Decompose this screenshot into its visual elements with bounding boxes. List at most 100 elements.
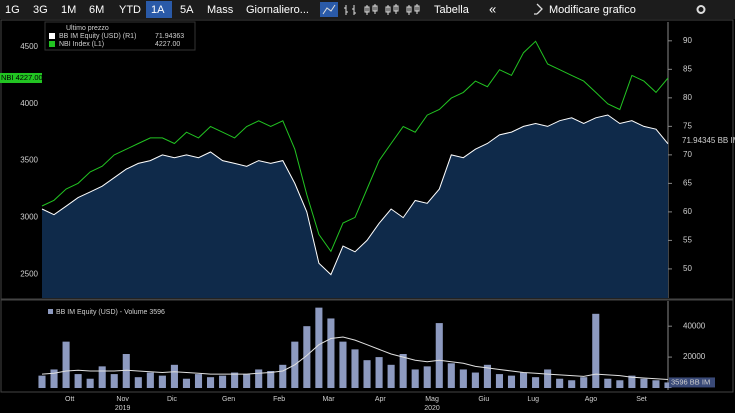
legend-entry: NBI Index (L1) — [59, 41, 104, 48]
volume-bar — [146, 372, 154, 388]
volume-bar — [98, 366, 106, 388]
volume-bar — [50, 369, 58, 388]
range-button[interactable]: 1M — [61, 4, 76, 16]
volume-bar — [351, 349, 359, 388]
legend-entry: BB IM Equity (USD) (R1) — [59, 33, 136, 40]
volume-bar — [279, 364, 287, 388]
y2-tick-label: 55 — [683, 236, 692, 245]
x-tick-label: Mag — [425, 396, 439, 403]
volume-bar — [339, 341, 347, 388]
volume-bar — [664, 382, 672, 388]
volume-bar — [375, 357, 383, 388]
volume-bar — [303, 326, 311, 388]
range-button[interactable]: Mass — [207, 4, 234, 16]
range-button[interactable]: Giornaliero... — [246, 4, 309, 16]
chart-type-icons — [320, 2, 706, 17]
y2-tick-label: 70 — [683, 150, 692, 159]
range-button[interactable]: 6M — [89, 4, 104, 16]
volume-bar — [604, 378, 612, 388]
legend-swatch — [49, 41, 55, 47]
volume-bar — [267, 371, 275, 388]
volume-bar — [652, 380, 660, 388]
volume-bar — [495, 374, 504, 388]
y2-tick-label: 65 — [683, 178, 692, 187]
legend-box — [44, 21, 196, 51]
volume-bar — [423, 366, 431, 388]
y2-tick-label: 50 — [683, 264, 692, 273]
volume-bar — [519, 372, 528, 388]
y-tick-label: 3500 — [20, 156, 38, 165]
range-button[interactable]: YTD — [119, 4, 141, 16]
legend-title: Ultimo prezzo — [66, 25, 109, 32]
volume-bar — [231, 372, 239, 388]
x-tick-label: Lug — [527, 396, 539, 403]
legend-value: 71.94363 — [155, 33, 184, 40]
x-year-label: 2019 — [115, 405, 131, 412]
y2-tick-label: 75 — [683, 121, 692, 130]
volume-bar — [399, 354, 407, 388]
range-button[interactable]: 1G — [5, 4, 20, 16]
volume-bar — [182, 378, 191, 388]
y-tick-label: 4500 — [20, 42, 38, 51]
last-value-tag: NBI 4227.00 — [1, 73, 43, 82]
volume-bar — [387, 364, 395, 388]
series-line — [41, 114, 669, 276]
volume-bar — [327, 318, 335, 388]
collapse-button[interactable]: « — [489, 1, 496, 16]
volume-bar — [134, 377, 142, 388]
x-tick-label: Dic — [167, 396, 178, 403]
volume-bar — [532, 377, 540, 388]
active-button-bg — [146, 1, 172, 18]
range-button[interactable]: 3G — [33, 4, 48, 16]
volume-bar — [435, 323, 443, 388]
range-button[interactable]: 1A — [151, 4, 165, 16]
volume-bar — [62, 341, 70, 388]
y-tick-label: 20000 — [683, 352, 706, 361]
volume-bar — [483, 364, 491, 388]
volume-bar — [206, 377, 215, 388]
volume-bar — [616, 380, 624, 388]
edit-chart-button[interactable]: Modificare grafico — [549, 4, 636, 16]
y2-tick-label: 90 — [683, 36, 692, 45]
y-tick-label: 4000 — [20, 99, 38, 108]
volume-bar — [219, 375, 227, 388]
legend-swatch — [48, 309, 53, 314]
volume-bar — [544, 369, 552, 388]
x-tick-label: Ott — [65, 396, 74, 403]
volume-bar — [640, 378, 648, 388]
y-tick-label: 2500 — [20, 269, 38, 278]
x-tick-label: Apr — [375, 396, 387, 403]
volume-panel: 20000 40000 BB IM Equity (USD) - Volume 35… — [0, 299, 734, 393]
legend-swatch — [49, 33, 55, 39]
x-tick-label: Feb — [273, 396, 285, 403]
volume-bar — [628, 375, 636, 388]
volume-bar — [580, 377, 588, 388]
volume-bar — [122, 354, 130, 388]
volume-bar — [315, 307, 323, 388]
y-tick-label: 40000 — [683, 321, 706, 330]
volume-bar — [110, 374, 118, 388]
volume-title: BB IM Equity (USD) - Volume 3596 — [56, 309, 165, 316]
volume-bar — [38, 375, 46, 388]
main-panel: 2500 3000 3500 4000 4500 50 55 60 65 70 75 80 85 90 71… — [0, 19, 735, 300]
y2-tick-label: 60 — [683, 207, 692, 216]
volume-bar — [363, 360, 371, 388]
x-tick-label: Ago — [585, 396, 598, 403]
table-button[interactable]: Tabella — [434, 4, 470, 16]
y-tick-label: 3000 — [20, 212, 38, 221]
volume-bar — [471, 372, 479, 388]
y2-tick-label: 80 — [683, 93, 692, 102]
volume-bar — [447, 363, 455, 388]
volume-bar — [74, 374, 82, 388]
last-value-tag-bg — [669, 377, 715, 388]
last-value-tag-bg — [0, 72, 42, 83]
volume-bar — [194, 374, 203, 388]
last-value-tag: 3596 BB IM — [671, 377, 710, 386]
volume-bar — [255, 369, 263, 388]
legend-value: 4227.00 — [155, 41, 180, 48]
range-button[interactable]: 5A — [180, 4, 194, 16]
volume-bar — [158, 375, 166, 388]
volume-bar — [556, 378, 564, 388]
x-tick-label: Gen — [222, 396, 235, 403]
